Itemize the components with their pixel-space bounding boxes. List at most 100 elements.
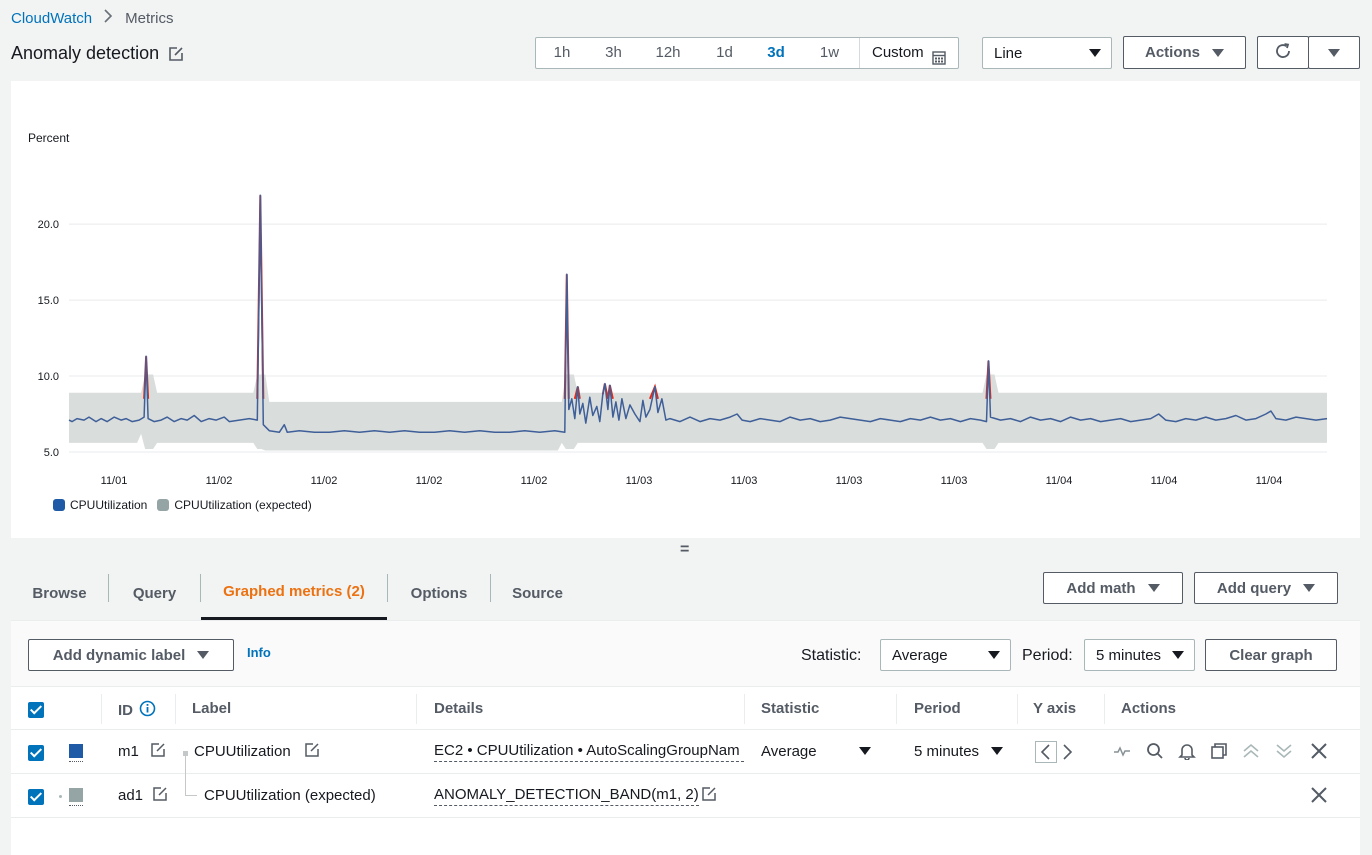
statistic-select-value: Average xyxy=(892,646,948,664)
refresh-button[interactable] xyxy=(1257,36,1309,69)
legend-item-expected[interactable]: CPUUtilization (expected) xyxy=(157,498,312,512)
tab-browse[interactable]: Browse xyxy=(32,584,87,602)
time-range-1w[interactable]: 1w xyxy=(819,44,840,61)
legend-swatch-cpu xyxy=(53,499,65,511)
caret-down-icon xyxy=(1328,48,1340,57)
time-range-12h[interactable]: 12h xyxy=(655,44,681,61)
statistic-label: Statistic: xyxy=(801,647,862,664)
edit-title-icon[interactable] xyxy=(168,46,184,62)
edit-id-icon[interactable] xyxy=(150,742,168,760)
caret-down-icon xyxy=(988,651,1000,659)
close-icon[interactable] xyxy=(1310,786,1328,804)
tab-divider xyxy=(200,574,201,602)
time-range-1h[interactable]: 1h xyxy=(553,44,571,61)
edit-id-icon[interactable] xyxy=(152,786,170,804)
refresh-options-button[interactable] xyxy=(1308,36,1360,69)
period-select-value: 5 minutes xyxy=(1096,646,1162,664)
x-tick-label: 11/02 xyxy=(521,475,548,487)
x-tick-label: 11/02 xyxy=(311,475,338,487)
column-header-actions: Actions xyxy=(1121,700,1177,717)
time-range-custom-label: Custom xyxy=(872,44,924,61)
column-header-period: Period xyxy=(914,700,961,717)
tab-graphed-metrics[interactable]: Graphed metrics (2) xyxy=(201,566,387,620)
graphed-metrics-panel: Add dynamic label Info Statistic: Averag… xyxy=(11,620,1360,855)
column-divider xyxy=(896,694,897,724)
row-color-swatch-m1[interactable] xyxy=(69,744,83,758)
time-range-1d[interactable]: 1d xyxy=(716,44,733,61)
row-id-ad1: ad1 xyxy=(118,787,144,804)
x-tick-label: 11/03 xyxy=(731,475,758,487)
column-divider xyxy=(175,694,176,724)
caret-down-icon xyxy=(1147,584,1160,592)
y-axis-label: Percent xyxy=(28,131,70,145)
y-axis-left-button[interactable] xyxy=(1035,741,1057,763)
move-down-icon[interactable] xyxy=(1275,742,1293,760)
row-details-m1[interactable]: EC2 • CPUUtilization • AutoScalingGroupN… xyxy=(434,742,744,762)
add-query-button[interactable]: Add query xyxy=(1194,572,1338,604)
page-title: Anomaly detection xyxy=(11,43,160,63)
swatch-underline xyxy=(69,761,83,762)
move-up-icon[interactable] xyxy=(1242,742,1260,760)
y-axis-right-button[interactable] xyxy=(1060,741,1074,763)
y-tick-label: 15.0 xyxy=(38,295,59,307)
legend: CPUUtilization CPUUtilization (expected) xyxy=(53,498,322,512)
tab-source[interactable]: Source xyxy=(512,584,563,602)
y-tick-label: 5.0 xyxy=(44,447,59,459)
tab-divider xyxy=(108,574,109,602)
row-checkbox-m1[interactable] xyxy=(28,745,44,761)
column-divider xyxy=(101,694,102,724)
caret-down-icon xyxy=(1303,584,1316,592)
chevron-right-icon xyxy=(104,9,113,27)
close-icon[interactable] xyxy=(1310,742,1328,760)
column-header-yaxis: Y axis xyxy=(1033,700,1077,717)
info-icon[interactable] xyxy=(139,700,156,721)
tree-node-dot xyxy=(59,795,62,798)
time-range-custom[interactable]: Custom xyxy=(859,38,958,68)
edit-label-icon[interactable] xyxy=(304,742,322,760)
column-header-id: ID xyxy=(118,700,156,721)
sparkline-icon[interactable] xyxy=(1113,742,1131,760)
graph-type-select[interactable]: Line xyxy=(982,37,1112,69)
cpu-utilization-line xyxy=(68,194,1328,434)
anomaly-chart[interactable]: Percent 5.0 10.0 15.0 20.0 11/01 11/02 11/02 1… xyxy=(11,81,1360,538)
info-link[interactable]: Info xyxy=(247,645,271,660)
table-row: m1 CPUUtilization EC2 • CPUUtilization •… xyxy=(11,731,1360,774)
caret-down-icon xyxy=(1089,49,1101,57)
time-range-3d[interactable]: 3d xyxy=(767,44,785,61)
bell-icon[interactable] xyxy=(1178,742,1196,761)
resize-handle-icon[interactable]: = xyxy=(680,541,690,558)
breadcrumb-current: Metrics xyxy=(125,9,174,27)
tab-query[interactable]: Query xyxy=(132,584,177,602)
row-color-swatch-ad1[interactable] xyxy=(69,788,83,802)
row-period-m1[interactable]: 5 minutes xyxy=(914,743,980,760)
caret-down-icon xyxy=(1172,651,1184,659)
legend-swatch-expected xyxy=(157,499,170,511)
period-select[interactable]: 5 minutes xyxy=(1084,639,1195,671)
add-dynamic-label-button[interactable]: Add dynamic label xyxy=(28,639,234,671)
duplicate-icon[interactable] xyxy=(1210,742,1228,760)
edit-expression-icon[interactable] xyxy=(701,786,719,804)
breadcrumb: CloudWatch Metrics xyxy=(11,9,174,27)
row-id-m1: m1 xyxy=(118,743,139,760)
statistic-select[interactable]: Average xyxy=(880,639,1011,671)
search-icon[interactable] xyxy=(1146,742,1164,760)
legend-item-cpu[interactable]: CPUUtilization xyxy=(53,498,147,512)
clear-graph-button[interactable]: Clear graph xyxy=(1205,639,1337,671)
row-checkbox-ad1[interactable] xyxy=(28,789,44,805)
x-tick-label: 11/01 xyxy=(101,475,128,487)
breadcrumb-cloudwatch-link[interactable]: CloudWatch xyxy=(11,9,93,27)
add-math-button[interactable]: Add math xyxy=(1043,572,1183,604)
row-details-ad1[interactable]: ANOMALY_DETECTION_BAND(m1, 2) xyxy=(434,786,699,806)
caret-down-icon[interactable] xyxy=(859,747,871,755)
y-tick-label: 10.0 xyxy=(38,371,59,383)
actions-button[interactable]: Actions xyxy=(1123,36,1246,69)
row-statistic-m1[interactable]: Average xyxy=(761,743,817,760)
tab-options[interactable]: Options xyxy=(410,584,468,602)
caret-down-icon[interactable] xyxy=(991,747,1003,755)
time-range-3h[interactable]: 3h xyxy=(605,44,622,61)
column-divider xyxy=(1017,694,1018,724)
select-all-checkbox[interactable] xyxy=(28,702,44,718)
calendar-icon xyxy=(931,46,946,65)
x-tick-label: 11/02 xyxy=(206,475,233,487)
x-tick-label: 11/04 xyxy=(1046,475,1073,487)
